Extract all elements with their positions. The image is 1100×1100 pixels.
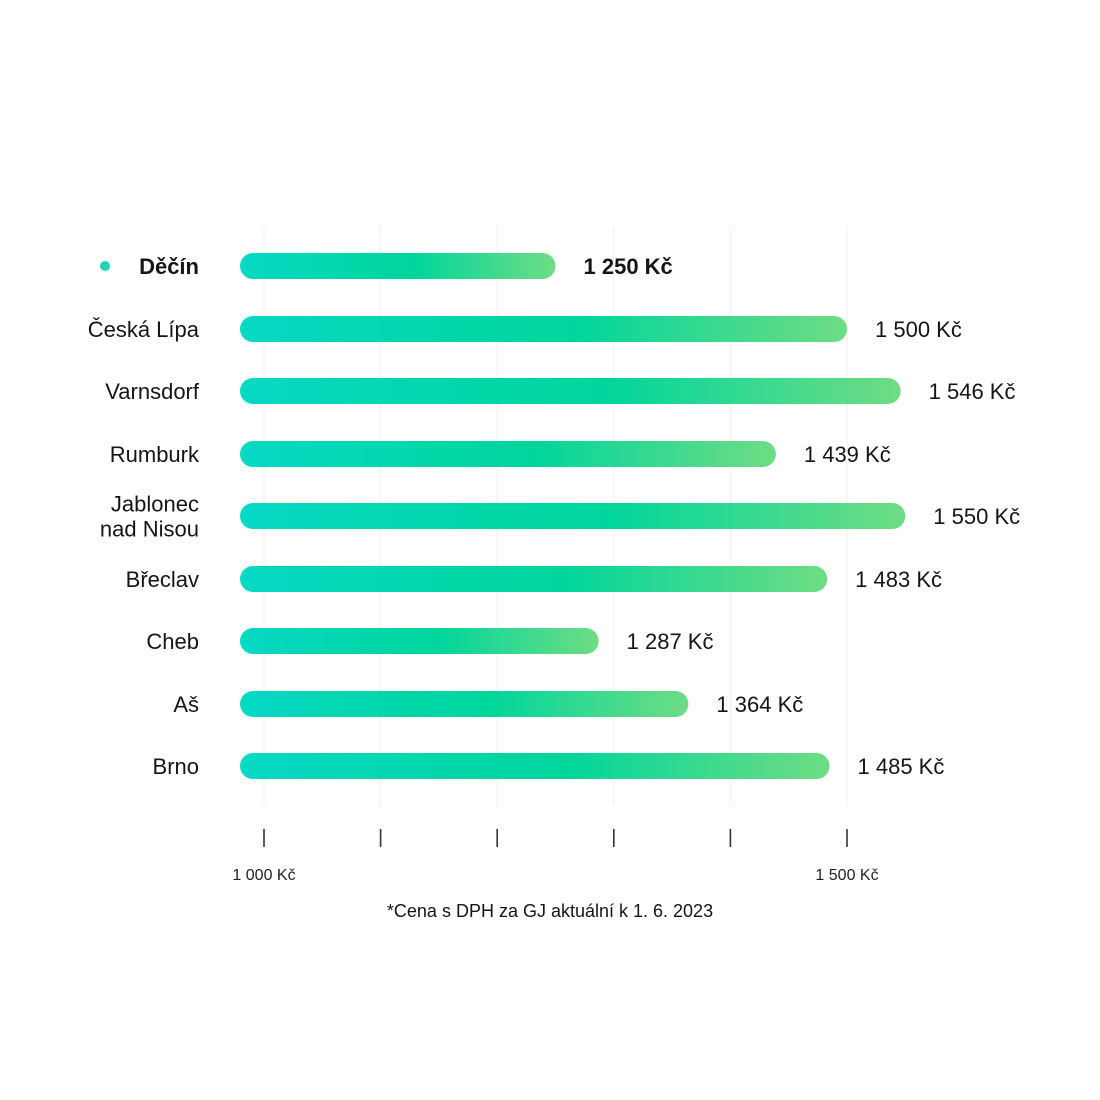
bar	[240, 566, 828, 592]
bars: Děčín 1 250 Kč Česká Lípa 1 500 Kč Varnsdorf…	[88, 253, 1020, 779]
category-label: Aš	[173, 692, 199, 717]
tick-label: 1 500 Kč	[815, 867, 878, 884]
footnote: *Cena s DPH za GJ aktuální k 1. 6. 2023	[387, 901, 713, 921]
bar	[240, 441, 776, 467]
x-axis: 1 000 Kč 1 500 Kč	[232, 829, 879, 884]
bar	[240, 691, 689, 717]
value-label: 1 439 Kč	[804, 442, 891, 467]
value-label: 1 250 Kč	[584, 254, 673, 279]
category-label: Rumburk	[110, 442, 200, 467]
bar	[240, 253, 556, 279]
category-label: Jablonec	[111, 492, 199, 517]
category-label: Brno	[153, 754, 199, 779]
category-label: Cheb	[146, 629, 199, 654]
bar	[240, 753, 830, 779]
tick-label: 1 000 Kč	[232, 867, 295, 884]
bar	[240, 316, 847, 342]
category-label: Varnsdorf	[105, 379, 200, 404]
value-label: 1 364 Kč	[716, 692, 803, 717]
category-label: Děčín	[139, 254, 199, 279]
category-label: Břeclav	[126, 567, 199, 592]
highlight-dot-icon	[100, 261, 110, 271]
value-label: 1 485 Kč	[858, 754, 945, 779]
bar	[240, 378, 901, 404]
value-label: 1 546 Kč	[929, 379, 1016, 404]
value-label: 1 550 Kč	[933, 504, 1020, 529]
bar	[240, 503, 906, 529]
category-label: Česká Lípa	[88, 317, 200, 342]
bar	[240, 628, 599, 654]
category-label: nad Nisou	[100, 517, 199, 542]
value-label: 1 500 Kč	[875, 317, 962, 342]
value-label: 1 483 Kč	[855, 567, 942, 592]
value-label: 1 287 Kč	[627, 629, 714, 654]
